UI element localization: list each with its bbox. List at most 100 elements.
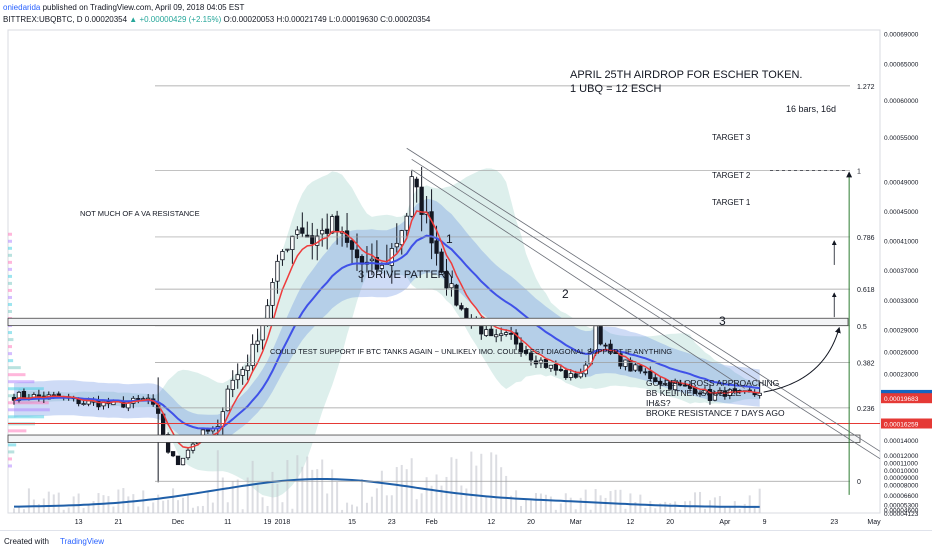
volume-bar bbox=[351, 504, 354, 513]
candle bbox=[275, 254, 280, 294]
volume-bar bbox=[326, 493, 329, 513]
candle-body bbox=[568, 373, 573, 378]
candle bbox=[513, 329, 519, 351]
candle bbox=[548, 364, 554, 372]
candle-body bbox=[484, 329, 489, 336]
candle bbox=[310, 222, 315, 260]
candle-body bbox=[454, 284, 459, 306]
plot-area bbox=[7, 29, 881, 514]
tradingview-logo[interactable]: TradingView bbox=[60, 537, 105, 546]
value-area-box bbox=[7, 317, 849, 327]
volume-bar bbox=[684, 501, 687, 513]
trendline-lower bbox=[411, 159, 881, 460]
candle bbox=[633, 363, 638, 373]
volume-bar bbox=[37, 503, 40, 513]
candle-body bbox=[499, 333, 504, 336]
volume-bar bbox=[221, 477, 224, 513]
candles-layer bbox=[11, 166, 762, 483]
volume-bar bbox=[440, 485, 443, 513]
volume-bar bbox=[559, 503, 562, 513]
candle bbox=[170, 451, 176, 458]
candle-body bbox=[449, 283, 454, 289]
x-tick-label: 21 bbox=[114, 519, 122, 526]
volume-bar bbox=[261, 497, 264, 513]
candle bbox=[494, 329, 499, 343]
ma-layer bbox=[13, 210, 760, 449]
volume-bar bbox=[112, 506, 115, 513]
volume-bar bbox=[664, 501, 667, 513]
candle bbox=[489, 325, 494, 337]
volume-bar bbox=[251, 460, 254, 513]
candle-body bbox=[349, 240, 355, 250]
volume-bar bbox=[127, 496, 130, 513]
volume-bar bbox=[336, 482, 339, 513]
candle bbox=[603, 342, 608, 350]
profile-bar bbox=[8, 415, 45, 419]
candle-body bbox=[414, 178, 419, 188]
volume-bar bbox=[47, 491, 50, 513]
candle-body bbox=[225, 388, 230, 412]
fib-level-label: 1 bbox=[857, 168, 861, 175]
candle bbox=[608, 339, 613, 355]
exchange-ratio-note: 1 UBQ = 12 ESCH bbox=[570, 83, 661, 95]
candle-body bbox=[503, 332, 509, 335]
author-link[interactable]: oniedarida bbox=[3, 3, 41, 12]
projection-arrow bbox=[763, 326, 841, 393]
candle-body bbox=[673, 383, 678, 391]
profile-bar bbox=[8, 380, 35, 384]
profile-bar bbox=[8, 338, 14, 342]
volume-bar bbox=[57, 492, 60, 513]
trendline-inner bbox=[411, 169, 745, 389]
candle bbox=[285, 248, 290, 253]
chart-header: oniedarida published on TradingView.com,… bbox=[0, 0, 932, 30]
candle bbox=[439, 248, 444, 274]
candle-body bbox=[444, 270, 449, 289]
volume-bar bbox=[346, 502, 349, 513]
volume-bar bbox=[137, 506, 140, 513]
volume-bar bbox=[425, 477, 428, 513]
volume-bar bbox=[450, 457, 453, 513]
candle-body bbox=[369, 258, 375, 262]
y-tick-label: 0.00045000 bbox=[884, 209, 919, 216]
y-tick-label: 0.00029000 bbox=[884, 327, 919, 334]
volume-bar bbox=[505, 475, 508, 513]
volume-bar bbox=[614, 489, 617, 513]
volume-bar bbox=[301, 466, 304, 513]
volume-bar bbox=[281, 502, 284, 513]
candle bbox=[240, 366, 245, 385]
x-tick-label: Feb bbox=[426, 519, 438, 526]
profile-bar bbox=[8, 394, 49, 398]
volume-bar bbox=[147, 506, 150, 513]
symbol-label[interactable]: BITTREX:UBQBTC, D bbox=[3, 15, 83, 24]
candle-body bbox=[603, 344, 608, 347]
volume-bar bbox=[604, 497, 607, 513]
volume-bar bbox=[430, 485, 433, 513]
volume-bar bbox=[316, 469, 319, 513]
y-tick-label: 0.00026000 bbox=[884, 350, 919, 357]
candle-body bbox=[240, 369, 245, 376]
candle-body bbox=[394, 242, 399, 248]
candle-body bbox=[528, 352, 534, 361]
volume-bar bbox=[266, 505, 269, 513]
candle-body bbox=[419, 186, 424, 215]
va-resistance-label: NOT MUCH OF A VA RESISTANCE bbox=[80, 209, 200, 218]
volume-bar bbox=[723, 507, 726, 513]
volume-bar bbox=[256, 483, 259, 513]
candle-body bbox=[623, 359, 628, 367]
profile-bar bbox=[8, 429, 27, 433]
candle-body bbox=[310, 235, 315, 245]
fib-level-label: 0 bbox=[857, 479, 861, 486]
candle bbox=[325, 213, 330, 250]
volume-bar bbox=[579, 497, 582, 513]
volume-bar bbox=[569, 497, 572, 513]
volume-bar bbox=[231, 481, 234, 513]
profile-bar bbox=[8, 253, 12, 257]
candle-body bbox=[548, 364, 554, 369]
volume-bar bbox=[296, 455, 299, 513]
candle-body bbox=[459, 305, 464, 310]
candle-body bbox=[628, 359, 633, 372]
volume-bar bbox=[117, 489, 120, 513]
profile-bar bbox=[8, 239, 12, 243]
candle bbox=[638, 364, 643, 374]
